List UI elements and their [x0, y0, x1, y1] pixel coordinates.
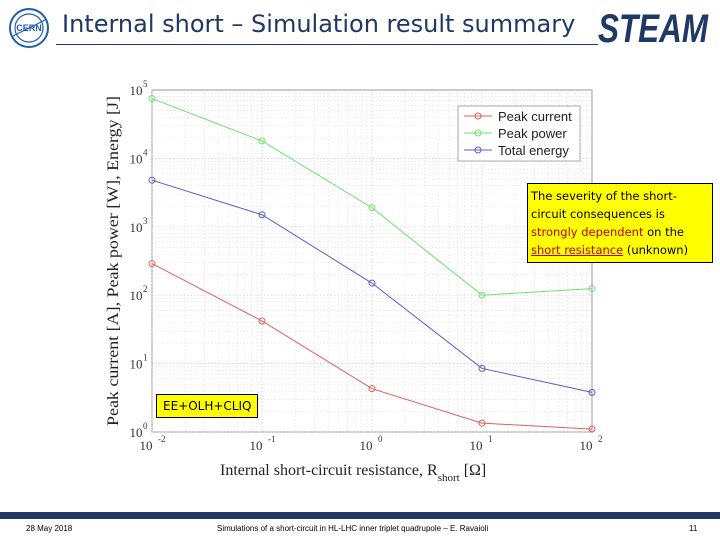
footer-bar	[0, 512, 720, 519]
point-peak-current	[478, 419, 486, 427]
page-number: 11	[689, 524, 698, 533]
legend-label-total-energy: Total energy	[498, 143, 569, 158]
series-line-total-energy	[151, 179, 593, 393]
callout-text-1: The severity of the short-circuit conseq…	[531, 189, 677, 221]
legend-label-peak-current: Peak current	[498, 109, 572, 124]
steam-logo: STEAM	[598, 7, 709, 50]
steam-logo-text: STEAM	[598, 7, 709, 50]
y-tick-exponent: 3	[143, 216, 148, 226]
footer-date: 28 May 2018	[26, 524, 73, 533]
y-tick-exponent: 4	[143, 147, 148, 157]
point-peak-power	[588, 285, 596, 293]
x-tick-exponent: 1	[488, 434, 493, 444]
series-line-peak-power	[151, 98, 593, 296]
x-tick-label: 10	[360, 438, 373, 453]
series-line-peak-current	[151, 263, 593, 430]
legend: Peak current Peak power Total energy	[457, 105, 581, 162]
footer-center-text: Simulations of a short-circuit in HL-LHC…	[217, 524, 489, 533]
point-total-energy	[588, 388, 596, 396]
severity-callout: The severity of the short-circuit conseq…	[527, 183, 713, 263]
point-peak-power	[258, 137, 266, 145]
cern-logo-text: CERN	[16, 23, 42, 33]
x-axis-label-unit: [Ω]	[464, 462, 487, 479]
legend-marker-total-energy	[474, 146, 482, 154]
y-tick-label: 10	[130, 83, 143, 98]
point-total-energy	[148, 176, 156, 184]
y-tick-exponent: 1	[143, 353, 148, 363]
point-peak-current	[588, 425, 596, 433]
y-tick-label: 10	[130, 151, 143, 166]
y-tick-exponent: 2	[143, 284, 148, 294]
x-axis-label: Internal short-circuit resistance, Rshor…	[220, 462, 486, 484]
title-underline	[56, 44, 598, 45]
x-axis-label-subscript: short	[438, 472, 460, 484]
point-peak-power	[478, 291, 486, 299]
x-tick-exponent: -2	[158, 434, 166, 444]
legend-marker-peak-current	[474, 112, 482, 120]
x-tick-label: 10	[580, 438, 593, 453]
x-axis-label-main: Internal short-circuit resistance, R	[220, 462, 438, 479]
point-peak-current	[368, 385, 376, 393]
point-total-energy	[368, 279, 376, 287]
y-tick-label: 10	[130, 288, 143, 303]
y-tick-exponent: 5	[143, 79, 148, 89]
y-tick-label: 10	[130, 425, 143, 440]
point-total-energy	[478, 364, 486, 372]
y-axis-label: Peak current [A], Peak power [W], Energy…	[105, 96, 122, 426]
callout-text-3: (unknown)	[623, 243, 689, 257]
x-tick-label: 10	[140, 438, 153, 453]
point-peak-current	[148, 260, 156, 268]
page-title: Internal short – Simulation result summa…	[62, 10, 576, 38]
callout-text-2: on the	[643, 225, 684, 239]
tick-labels: 10 -2 10 -1 10 0 10 1 10 210 010 110 210 310 410 5	[130, 79, 603, 453]
ee-olh-cliq-label: EE+OLH+CLIQ	[156, 394, 259, 418]
x-tick-exponent: -1	[268, 434, 276, 444]
x-tick-label: 10	[470, 438, 483, 453]
series-layer	[148, 95, 596, 433]
y-tick-exponent: 0	[143, 421, 148, 431]
point-total-energy	[258, 211, 266, 219]
x-tick-exponent: 0	[378, 434, 383, 444]
legend-marker-peak-power	[474, 129, 482, 137]
y-tick-label: 10	[130, 220, 143, 235]
cern-logo: CERN	[9, 8, 49, 48]
callout-highlight: strongly dependent	[531, 225, 644, 239]
legend-label-peak-power: Peak power	[498, 126, 567, 141]
point-peak-power	[148, 95, 156, 103]
callout-underlined: short resistance	[531, 243, 624, 257]
y-tick-label: 10	[130, 357, 143, 372]
x-tick-exponent: 2	[598, 434, 603, 444]
point-peak-current	[258, 317, 266, 325]
point-peak-power	[368, 204, 376, 212]
x-tick-label: 10	[250, 438, 263, 453]
